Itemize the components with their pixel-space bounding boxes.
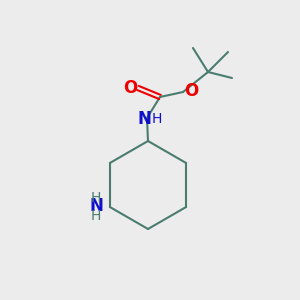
- Text: H: H: [91, 209, 101, 223]
- Text: N: N: [90, 197, 104, 215]
- Text: H: H: [91, 191, 101, 205]
- Text: O: O: [123, 79, 137, 97]
- Text: O: O: [184, 82, 198, 100]
- Text: N: N: [137, 110, 151, 128]
- Text: H: H: [152, 112, 162, 126]
